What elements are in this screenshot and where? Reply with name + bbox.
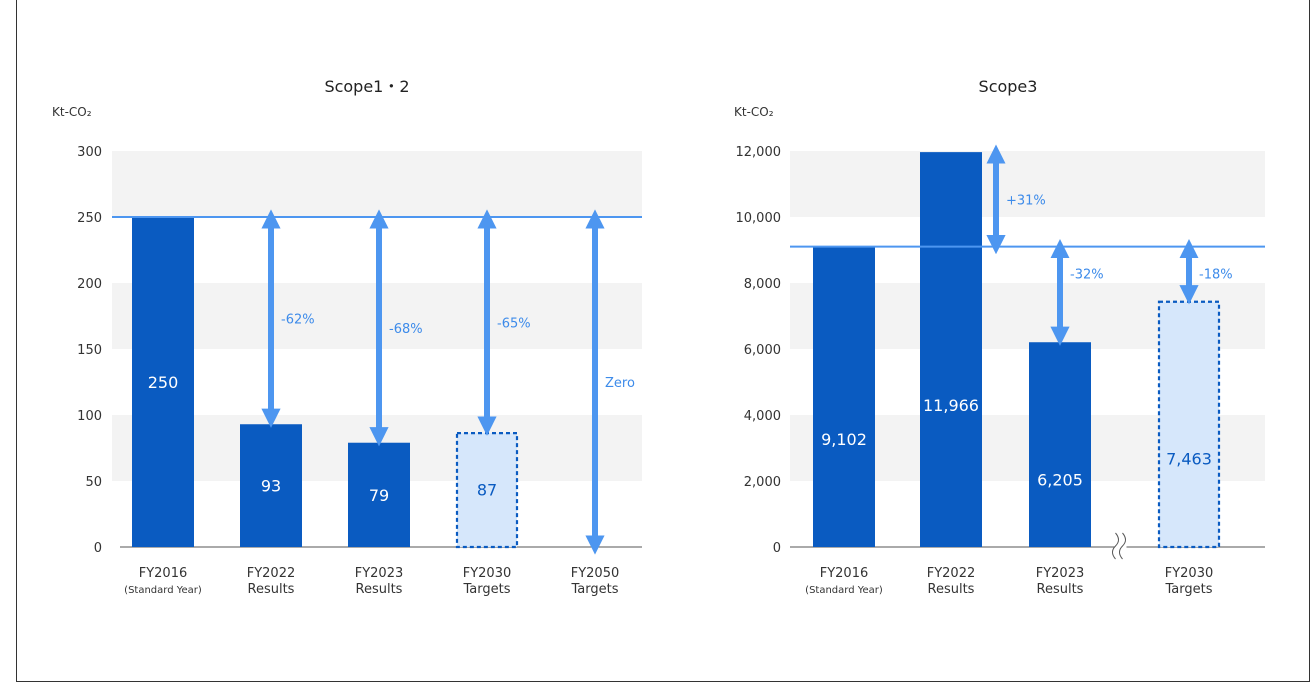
bar-value-label: 250: [148, 373, 179, 392]
bar-value-label: 9,102: [821, 430, 867, 449]
x-tick-label: FY2050: [571, 566, 620, 581]
bar-value-label: 6,205: [1037, 470, 1083, 489]
x-tick-sublabel: Results: [356, 582, 403, 597]
y-tick-label: 0: [94, 541, 102, 556]
x-tick-sublabel: Results: [1037, 582, 1084, 597]
figure-frame: [16, 0, 1310, 682]
y-tick-label: 300: [77, 145, 102, 160]
y-tick-label: 6,000: [744, 343, 781, 358]
x-tick-label: FY2030: [463, 566, 512, 581]
x-tick-label: FY2023: [1036, 566, 1085, 581]
x-tick-sublabel: Results: [248, 582, 295, 597]
bar: [813, 246, 875, 547]
y-tick-label: 50: [85, 475, 102, 490]
y-tick-label: 8,000: [744, 277, 781, 292]
x-tick-label: FY2016: [820, 566, 869, 581]
grid-band: [112, 151, 642, 217]
change-label: -62%: [281, 313, 315, 328]
chart2-y-unit: Kt-CO₂: [734, 105, 774, 119]
x-tick-sublabel: (Standard Year): [124, 585, 202, 596]
y-tick-label: 10,000: [736, 211, 782, 226]
change-label: -32%: [1070, 268, 1104, 283]
bar: [240, 424, 302, 547]
y-tick-label: 250: [77, 211, 102, 226]
bar: [132, 217, 194, 547]
grid-band: [790, 151, 1265, 217]
x-tick-sublabel: (Standard Year): [805, 585, 883, 596]
x-tick-label: FY2023: [355, 566, 404, 581]
chart2-title: Scope3: [979, 77, 1038, 96]
bar-target: [1157, 300, 1221, 549]
bar: [348, 442, 410, 547]
scope3-chart: 0 2,000 4,000 6,000 8,000 10,000 12,000 9,102 FY…: [736, 144, 1265, 597]
axis-break-line: [1112, 532, 1119, 560]
x-tick-sublabel: Results: [928, 582, 975, 597]
bar-value-label: 11,966: [923, 396, 979, 415]
bar: [920, 152, 982, 547]
y-tick-label: 100: [77, 409, 102, 424]
change-label: -18%: [1199, 268, 1233, 283]
bar-value-label: 93: [261, 477, 281, 496]
bar-target: [455, 432, 519, 549]
change-label: -68%: [389, 322, 423, 337]
scope12-chart: 0 50 100 150 200 250 300 250 FY2016 (Standard Yea…: [77, 145, 642, 597]
y-tick-label: 150: [77, 343, 102, 358]
x-tick-sublabel: Targets: [1165, 582, 1213, 597]
chart1-y-unit: Kt-CO₂: [52, 105, 92, 119]
change-label: +31%: [1006, 193, 1046, 208]
bar-value-label: 79: [369, 486, 389, 505]
y-tick-label: 200: [77, 277, 102, 292]
axis-break-line: [1119, 532, 1126, 560]
bar: [1029, 342, 1091, 547]
x-tick-sublabel: Targets: [571, 582, 619, 597]
y-tick-label: 12,000: [736, 145, 782, 160]
x-tick-label: FY2016: [139, 566, 188, 581]
y-tick-label: 0: [773, 541, 781, 556]
bar-value-label: 7,463: [1166, 449, 1212, 468]
y-tick-label: 4,000: [744, 409, 781, 424]
bar-value-label: 87: [477, 481, 497, 500]
change-label: -65%: [497, 317, 531, 332]
x-tick-label: FY2022: [927, 566, 976, 581]
x-tick-sublabel: Targets: [463, 582, 511, 597]
x-tick-label: FY2030: [1165, 566, 1214, 581]
chart1-title: Scope1・2: [324, 77, 409, 96]
x-tick-label: FY2022: [247, 566, 296, 581]
change-label: Zero: [605, 376, 635, 391]
y-tick-label: 2,000: [744, 475, 781, 490]
